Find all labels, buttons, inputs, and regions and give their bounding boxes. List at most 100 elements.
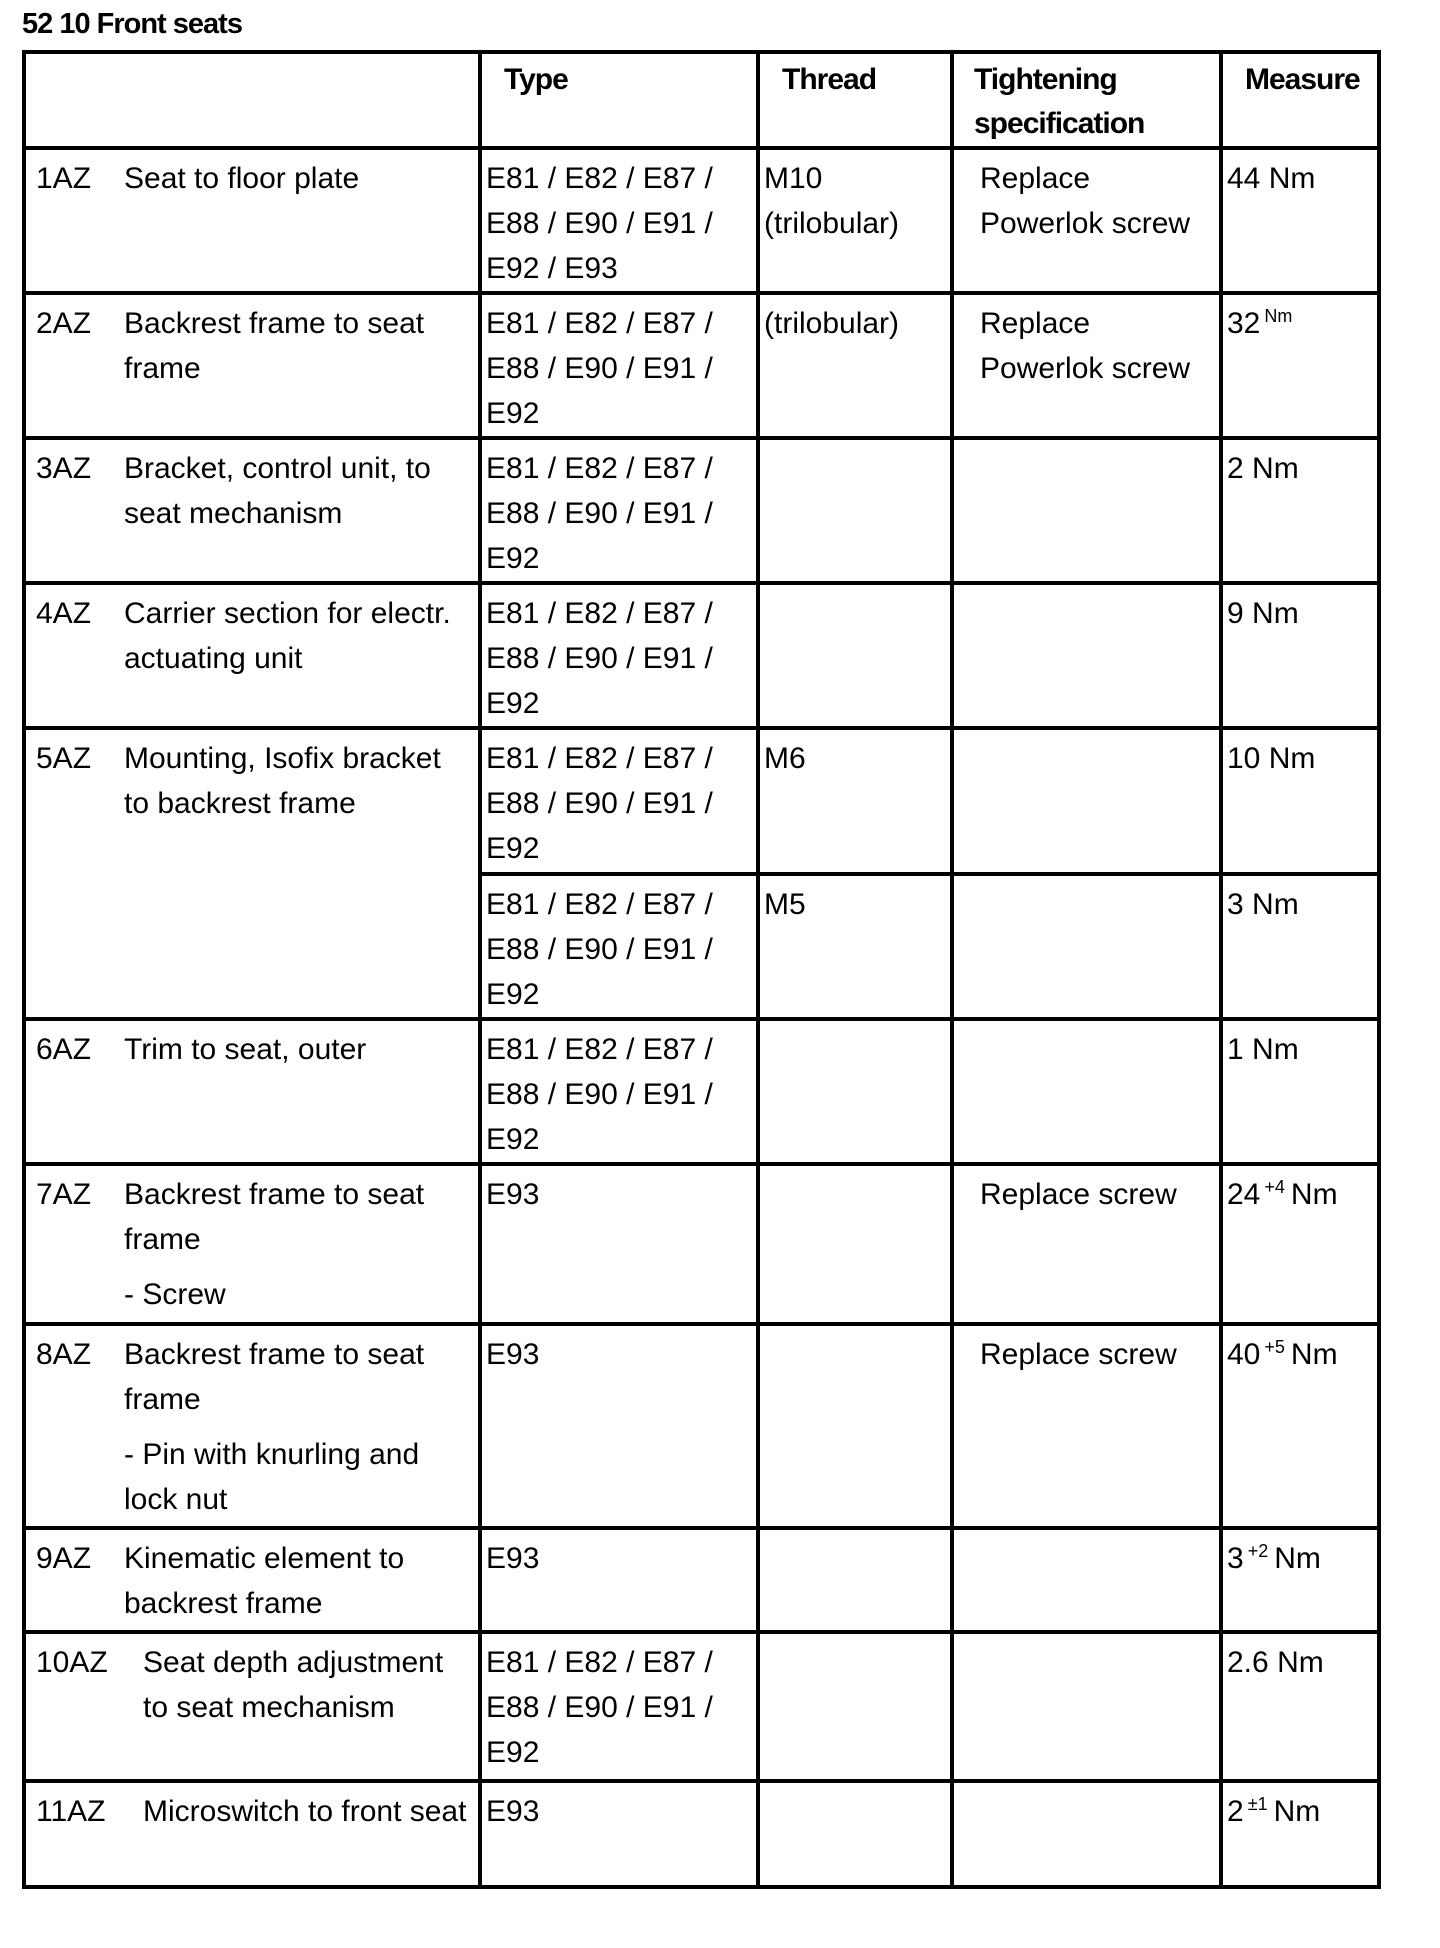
component-cell: 6AZ Trim to seat, outer (22, 1017, 482, 1166)
component-cell: 1AZ Seat to floor plate (22, 146, 482, 295)
measure-value: 3 (1227, 888, 1244, 921)
measure-unit: Nm (1252, 452, 1299, 485)
spec-cell (950, 872, 1223, 1021)
measure-cell: 1 Nm (1219, 1017, 1381, 1166)
item-note: - Pin with knurling and lock nut (124, 1438, 420, 1516)
spec-cell: Replace Powerlok screw (950, 291, 1223, 440)
measure-unit: Nm (1252, 597, 1299, 630)
table-row: 2AZ Backrest frame to seat frame E81 / E… (22, 291, 1381, 440)
item-description: Seat to floor plate (124, 162, 360, 195)
spec-cell: Replace Powerlok screw (950, 146, 1223, 295)
thread-cell: M6 (756, 726, 954, 876)
type-cell: E81 / E82 / E87 / E88 / E90 / E91 / E92 (478, 436, 760, 585)
section-title: 52 10 Front seats (22, 8, 243, 40)
measure-cell: 44 Nm (1219, 146, 1381, 295)
table-row: 11AZ Microswitch to front seat E93 2 ±1 Nm (22, 1779, 1381, 1889)
item-description: Backrest frame to seat frame (124, 1178, 425, 1256)
header-thread: Thread (756, 50, 954, 150)
item-id: 5AZ (36, 742, 92, 775)
measure-superscript: +2 (1247, 1541, 1269, 1561)
measure-cell: 40 +5 Nm (1219, 1322, 1381, 1530)
measure-value: 2.6 (1227, 1646, 1269, 1679)
item-description: Carrier section for electr. actuating un… (124, 597, 451, 675)
measure-unit: Nm (1274, 1542, 1321, 1575)
thread-cell (756, 1162, 954, 1326)
thread-cell (756, 1526, 954, 1634)
table-row: 10AZ Seat depth adjustment to seat mecha… (22, 1630, 1381, 1783)
measure-cell: 2 Nm (1219, 436, 1381, 585)
measure-unit: Nm (1268, 742, 1316, 775)
type-cell: E93 (478, 1779, 760, 1889)
thread-cell: M10 (trilobular) (756, 146, 954, 295)
item-id: 7AZ (36, 1178, 92, 1211)
measure-value: 2 (1227, 452, 1244, 485)
component-cell: 11AZ Microswitch to front seat (22, 1779, 482, 1889)
measure-cell: 24 +4 Nm (1219, 1162, 1381, 1326)
spec-cell (950, 1526, 1223, 1634)
torque-spec-table: Type Thread Tightening specification Mea… (22, 50, 1381, 1889)
measure-unit: Nm (1252, 888, 1299, 921)
type-cell: E81 / E82 / E87 / E88 / E90 / E91 / E92 (478, 581, 760, 730)
thread-cell: (trilobular) (756, 291, 954, 440)
measure-value: 44 (1227, 162, 1261, 195)
item-description: Backrest frame to seat frame (124, 307, 425, 385)
thread-cell (756, 1017, 954, 1166)
table-row: 8AZ Backrest frame to seat frame - Pin w… (22, 1322, 1381, 1530)
spec-cell: Replace screw (950, 1162, 1223, 1326)
item-description: Mounting, Isofix bracket to backrest fra… (124, 742, 441, 820)
measure-cell: 32 Nm (1219, 291, 1381, 440)
measure-value: 24 (1227, 1178, 1261, 1211)
type-cell: E81 / E82 / E87 / E88 / E90 / E91 / E92 (478, 872, 760, 1021)
measure-value: 10 (1227, 742, 1261, 775)
spec-cell: Replace screw (950, 1322, 1223, 1530)
item-description: Seat depth adjustment to seat mechanism (143, 1646, 444, 1724)
measure-superscript: ±1 (1247, 1794, 1268, 1814)
measure-superscript: +4 (1264, 1177, 1285, 1197)
item-description: Microswitch to front seat (143, 1795, 467, 1828)
type-cell: E81 / E82 / E87 / E88 / E90 / E91 / E92 (478, 1630, 760, 1783)
item-description: Backrest frame to seat frame (124, 1338, 425, 1416)
measure-unit: Nm (1273, 1795, 1321, 1828)
measure-cell: 3 Nm (1219, 872, 1381, 1021)
item-id: 10AZ (36, 1646, 108, 1679)
measure-value: 40 (1227, 1338, 1261, 1371)
measure-cell: 2 ±1 Nm (1219, 1779, 1381, 1889)
spec-cell (950, 1630, 1223, 1783)
measure-cell: 10 Nm (1219, 726, 1381, 876)
type-cell: E93 (478, 1322, 760, 1530)
spec-cell (950, 436, 1223, 585)
header-spec: Tightening specification (950, 50, 1223, 150)
table-row: 9AZ Kinematic element to backrest frame … (22, 1526, 1381, 1634)
table-row: 5AZ Mounting, Isofix bracket to backrest… (22, 726, 1381, 1021)
component-cell: 5AZ Mounting, Isofix bracket to backrest… (22, 726, 482, 1021)
thread-cell (756, 581, 954, 730)
measure-unit: Nm (1290, 1338, 1338, 1371)
item-description: Kinematic element to backrest frame (124, 1542, 405, 1620)
type-cell: E93 (478, 1162, 760, 1326)
measure-unit: Nm (1277, 1646, 1324, 1679)
type-cell: E81 / E82 / E87 / E88 / E90 / E91 / E92 (478, 291, 760, 440)
measure-value: 1 (1227, 1033, 1244, 1066)
item-id: 1AZ (36, 162, 92, 195)
header-measure: Measure (1219, 50, 1381, 150)
component-cell: 4AZ Carrier section for electr. actuatin… (22, 581, 482, 730)
type-cell: E93 (478, 1526, 760, 1634)
item-description: Bracket, control unit, to seat mechanism (124, 452, 431, 530)
measure-value: 2 (1227, 1795, 1244, 1828)
table-row: E81 / E82 / E87 / E88 / E90 / E91 / E92 … (24, 872, 1381, 1021)
type-cell: E81 / E82 / E87 / E88 / E90 / E91 / E92 (478, 1017, 760, 1166)
component-cell: 7AZ Backrest frame to seat frame - Screw (22, 1162, 482, 1326)
item-id: 9AZ (36, 1542, 92, 1575)
measure-value: 9 (1227, 597, 1244, 630)
component-cell: 8AZ Backrest frame to seat frame - Pin w… (22, 1322, 482, 1530)
item-description: Trim to seat, outer (124, 1033, 367, 1066)
thread-cell (756, 1779, 954, 1889)
thread-cell (756, 436, 954, 585)
component-cell: 3AZ Bracket, control unit, to seat mecha… (22, 436, 482, 585)
table-row: 3AZ Bracket, control unit, to seat mecha… (22, 436, 1381, 585)
item-id: 2AZ (36, 307, 92, 340)
item-id: 6AZ (36, 1033, 92, 1066)
component-cell: 2AZ Backrest frame to seat frame (22, 291, 482, 440)
measure-unit: Nm (1290, 1178, 1338, 1211)
item-id: 3AZ (36, 452, 92, 485)
